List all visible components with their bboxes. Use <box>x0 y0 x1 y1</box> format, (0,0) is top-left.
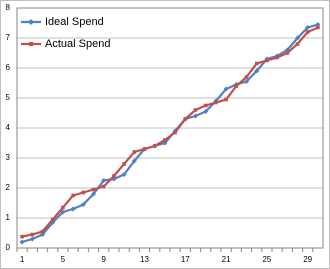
y-tick-label: 4 <box>6 123 11 132</box>
point-marker <box>316 25 320 30</box>
point-marker <box>50 217 55 222</box>
point-marker <box>71 193 75 198</box>
point-marker <box>275 55 279 60</box>
point-marker <box>101 178 107 183</box>
point-marker <box>142 147 147 151</box>
point-marker <box>152 144 157 148</box>
point-marker <box>20 234 24 239</box>
point-marker <box>224 97 228 102</box>
point-marker <box>214 100 218 105</box>
x-tick-label: 17 <box>181 255 190 264</box>
point-marker <box>29 236 35 242</box>
y-tick-label: 6 <box>6 63 11 72</box>
x-tick-label: 1 <box>20 255 25 264</box>
point-marker <box>265 58 269 63</box>
point-marker <box>234 84 239 88</box>
y-tick-label: 3 <box>6 153 11 162</box>
legend-marker <box>29 42 33 46</box>
x-tick-label: 25 <box>262 255 271 264</box>
point-marker <box>285 51 290 55</box>
point-marker <box>193 113 198 119</box>
point-marker <box>254 61 259 66</box>
point-marker <box>244 75 249 79</box>
point-marker <box>193 108 198 112</box>
legend-label: Actual Spend <box>45 38 110 50</box>
point-marker <box>81 190 86 195</box>
legend-label: Ideal Spend <box>45 16 104 28</box>
point-marker <box>295 42 300 46</box>
point-marker <box>30 232 35 237</box>
y-tick-label: 5 <box>6 93 11 102</box>
point-marker <box>131 158 137 164</box>
point-marker <box>223 86 229 92</box>
x-tick-label: 29 <box>303 255 312 264</box>
point-marker <box>173 130 177 135</box>
y-tick-label: 8 <box>6 3 11 12</box>
y-tick-label: 1 <box>6 213 11 222</box>
point-marker <box>244 79 249 84</box>
point-marker <box>70 206 76 212</box>
legend-marker <box>28 19 34 25</box>
point-marker <box>80 202 86 207</box>
point-marker <box>254 68 260 74</box>
point-marker <box>183 117 188 121</box>
point-marker <box>40 229 45 234</box>
point-marker <box>295 35 300 41</box>
point-marker <box>121 172 127 177</box>
point-marker <box>101 184 106 189</box>
y-tick-label: 2 <box>6 183 11 192</box>
x-tick-label: 5 <box>61 255 66 264</box>
point-marker <box>91 191 96 197</box>
point-marker <box>60 209 66 215</box>
point-marker <box>122 162 126 166</box>
point-marker <box>132 150 137 154</box>
point-marker <box>305 25 311 30</box>
x-tick-label: 9 <box>101 255 106 264</box>
y-tick-label: 0 <box>6 243 11 252</box>
point-marker <box>163 138 167 142</box>
point-marker <box>19 239 25 245</box>
point-marker <box>305 30 310 34</box>
x-tick-label: 13 <box>140 255 149 264</box>
point-marker <box>203 103 208 108</box>
point-marker <box>61 205 65 210</box>
y-tick-label: 7 <box>6 33 11 42</box>
point-marker <box>91 187 96 192</box>
x-tick-label: 21 <box>222 255 231 264</box>
point-marker <box>112 174 116 178</box>
point-marker <box>203 109 209 114</box>
